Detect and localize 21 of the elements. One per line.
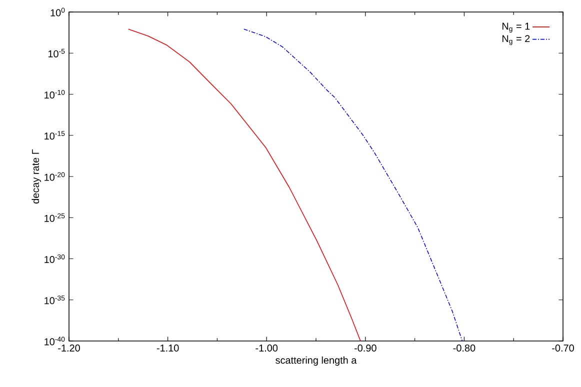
y-tick-label: 10$^{-20}$ [44, 172, 65, 181]
x-tick-label: -0.90 [354, 344, 376, 352]
line-series [243, 28, 463, 342]
x-tick-label: -1.10 [156, 344, 179, 352]
y-tick-label: 10$^{-35}$ [44, 296, 65, 304]
y-tick-label: 10$^{-40}$ [44, 336, 65, 346]
y-tick-label: 10$^{-25}$ [44, 213, 65, 222]
line-series [128, 28, 361, 342]
legend-label: N$_{g}$ = 2 [502, 35, 530, 45]
y-tick-label: 10$^{0}$ [50, 8, 65, 16]
x-tick-label: -1.20 [58, 344, 80, 352]
x-axis-title: scattering length a [276, 356, 357, 366]
x-tick-label: -0.80 [453, 344, 476, 352]
y-tick-label: 10$^{-10}$ [44, 90, 65, 99]
y-tick-label: 10$^{-15}$ [44, 131, 65, 140]
y-axis-title: decay rate Γ [32, 149, 41, 204]
y-tick-label: 10$^{-30}$ [44, 254, 65, 264]
legend-label: N$_{g}$ = 1 [502, 22, 530, 33]
y-tick-label: 10$^{-5}$ [48, 48, 65, 58]
x-tick-label: -0.70 [552, 344, 574, 352]
x-tick-label: -1.00 [256, 344, 278, 352]
